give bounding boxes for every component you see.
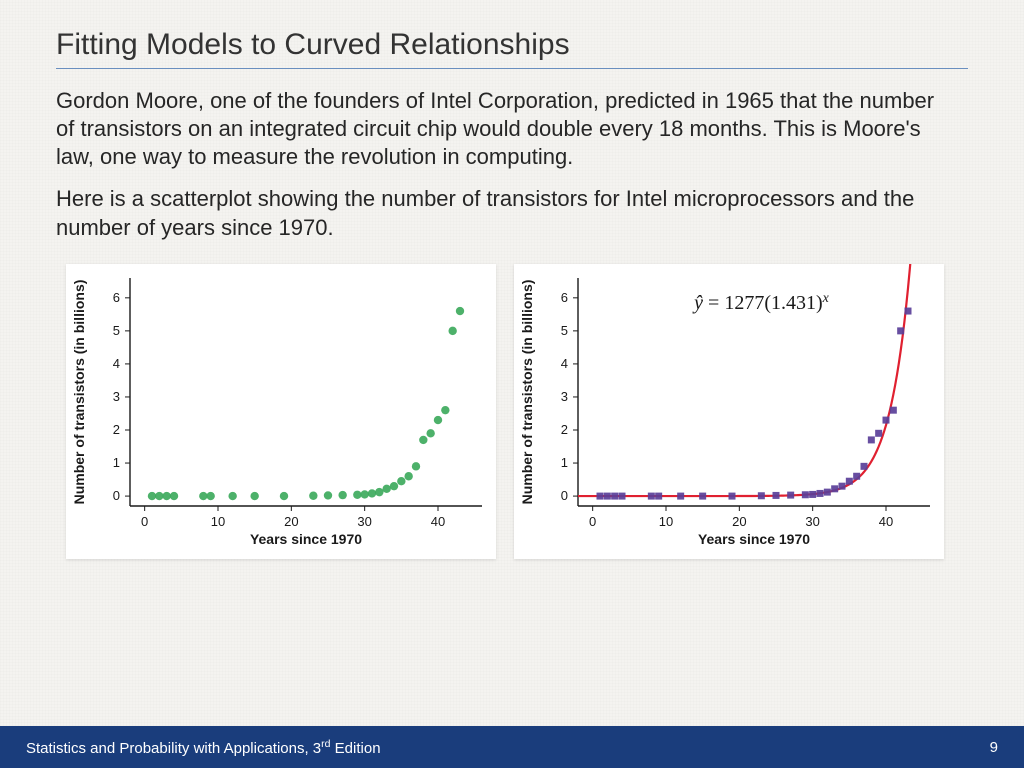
svg-text:2: 2 <box>561 422 568 437</box>
svg-text:0: 0 <box>113 488 120 503</box>
svg-text:4: 4 <box>561 356 568 371</box>
svg-text:6: 6 <box>113 290 120 305</box>
svg-text:30: 30 <box>357 514 371 529</box>
paragraph-2: Here is a scatterplot showing the number… <box>56 185 956 241</box>
svg-text:0: 0 <box>561 488 568 503</box>
svg-text:Years since 1970: Years since 1970 <box>698 531 810 547</box>
scatter-chart-left: 0 10 20 30 40 0 1 2 3 4 5 6 Years since 1970 Number o… <box>66 264 496 554</box>
svg-text:2: 2 <box>113 422 120 437</box>
svg-text:10: 10 <box>211 514 225 529</box>
slide: Fitting Models to Curved Relationships G… <box>0 0 1024 768</box>
svg-text:30: 30 <box>805 514 819 529</box>
svg-text:40: 40 <box>879 514 893 529</box>
svg-text:20: 20 <box>732 514 746 529</box>
svg-text:5: 5 <box>113 323 120 338</box>
footer-book-suffix: Edition <box>331 740 381 757</box>
svg-text:ŷ = 1277(1.431)x: ŷ = 1277(1.431)x <box>692 290 830 314</box>
svg-text:0: 0 <box>141 514 148 529</box>
svg-text:Number of transistors (in bill: Number of transistors (in billions) <box>71 279 87 504</box>
svg-text:20: 20 <box>284 514 298 529</box>
paragraph-1: Gordon Moore, one of the founders of Int… <box>56 87 956 171</box>
footer-bar: Statistics and Probability with Applicat… <box>0 726 1024 768</box>
footer-book-prefix: Statistics and Probability with Applicat… <box>26 740 321 757</box>
svg-text:3: 3 <box>561 389 568 404</box>
charts-row: 0102030400123456Years since 1970Number o… <box>56 264 968 559</box>
svg-text:Number of transistors (in bill: Number of transistors (in billions) <box>519 279 535 504</box>
footer-ordinal: rd <box>321 738 330 750</box>
footer-book: Statistics and Probability with Applicat… <box>26 738 381 757</box>
svg-text:0: 0 <box>589 514 596 529</box>
chart-left: 0 10 20 30 40 0 1 2 3 4 5 6 Years since 1970 Number o… <box>66 264 496 559</box>
footer-page-number: 9 <box>990 739 998 756</box>
svg-text:1: 1 <box>561 455 568 470</box>
svg-text:40: 40 <box>431 514 445 529</box>
svg-text:3: 3 <box>113 389 120 404</box>
svg-text:6: 6 <box>561 290 568 305</box>
page-title: Fitting Models to Curved Relationships <box>56 28 968 69</box>
chart-right: 0 10 20 30 40 0 1 2 3 4 5 6 Years since 1970 Number o… <box>514 264 944 559</box>
svg-text:10: 10 <box>659 514 673 529</box>
scatter-chart-right: 0 10 20 30 40 0 1 2 3 4 5 6 Years since 1970 Number o… <box>514 264 944 554</box>
svg-text:1: 1 <box>113 455 120 470</box>
svg-text:4: 4 <box>113 356 120 371</box>
svg-text:Years since 1970: Years since 1970 <box>250 531 362 547</box>
svg-text:5: 5 <box>561 323 568 338</box>
